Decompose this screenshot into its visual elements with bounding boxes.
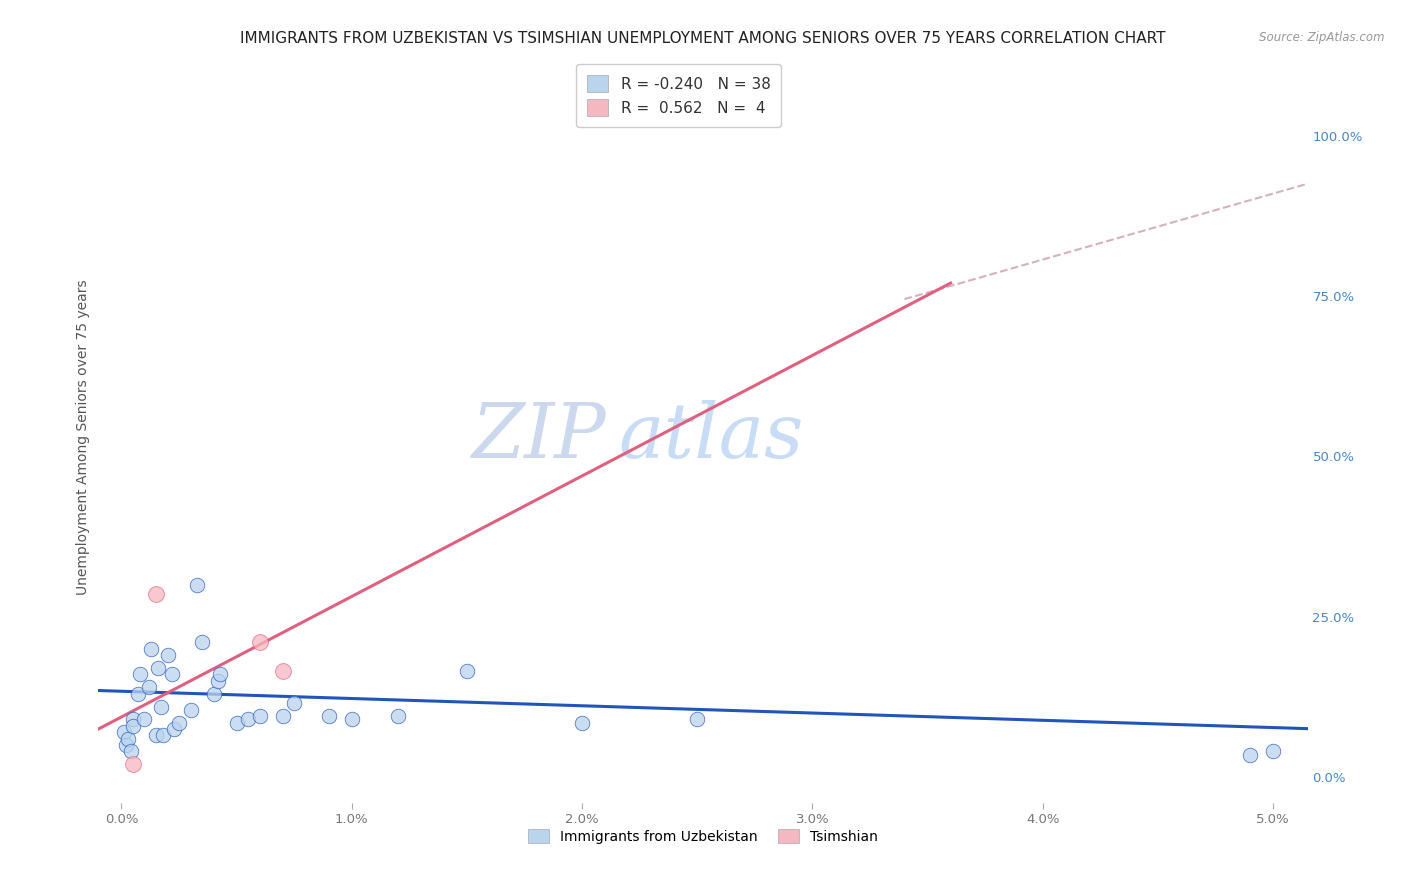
Point: [186, 577, 208, 591]
Point: [1239, 747, 1261, 762]
Point: [249, 635, 271, 649]
Point: [387, 709, 409, 723]
Point: [120, 744, 142, 758]
Point: [141, 641, 163, 656]
Text: ZIP: ZIP: [471, 401, 606, 474]
Point: [340, 712, 363, 726]
Point: [191, 635, 214, 649]
Point: [112, 725, 135, 739]
Point: [236, 712, 259, 726]
Point: [122, 719, 145, 733]
Point: [117, 731, 139, 746]
Point: [167, 715, 190, 730]
Text: Source: ZipAtlas.com: Source: ZipAtlas.com: [1260, 31, 1385, 45]
Point: [271, 709, 294, 723]
Point: [122, 757, 145, 772]
Point: [127, 687, 149, 701]
Text: atlas: atlas: [619, 401, 804, 474]
Point: [456, 665, 478, 679]
Point: [207, 673, 229, 688]
Point: [156, 648, 179, 663]
Point: [152, 728, 174, 742]
Point: [145, 728, 167, 742]
Point: [283, 697, 305, 711]
Point: [134, 712, 156, 726]
Point: [225, 715, 247, 730]
Point: [271, 665, 294, 679]
Point: [128, 667, 150, 681]
Point: [1261, 744, 1284, 758]
Point: [571, 715, 593, 730]
Text: IMMIGRANTS FROM UZBEKISTAN VS TSIMSHIAN UNEMPLOYMENT AMONG SENIORS OVER 75 YEARS: IMMIGRANTS FROM UZBEKISTAN VS TSIMSHIAN …: [240, 31, 1166, 46]
Point: [138, 681, 160, 695]
Point: [180, 703, 202, 717]
Point: [148, 661, 170, 675]
Point: [249, 709, 271, 723]
Y-axis label: Unemployment Among Seniors over 75 years: Unemployment Among Seniors over 75 years: [76, 279, 90, 595]
Point: [686, 712, 709, 726]
Point: [202, 687, 225, 701]
Point: [209, 667, 232, 681]
Legend: Immigrants from Uzbekistan, Tsimshian: Immigrants from Uzbekistan, Tsimshian: [522, 822, 884, 851]
Point: [145, 587, 167, 601]
Point: [318, 709, 340, 723]
Point: [115, 738, 138, 752]
Point: [160, 667, 183, 681]
Point: [122, 712, 145, 726]
Point: [163, 722, 186, 736]
Point: [149, 699, 172, 714]
